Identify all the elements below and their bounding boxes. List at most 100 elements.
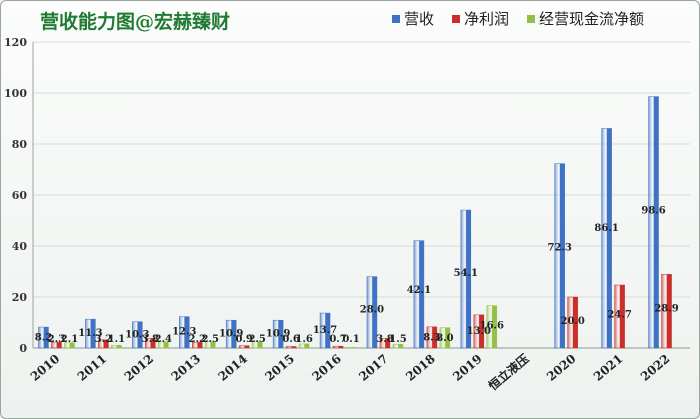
data-label: 16.6	[480, 321, 504, 332]
y-tick-label: 0	[19, 342, 27, 355]
bar-revenue	[225, 319, 237, 349]
data-label: 13.0	[467, 326, 491, 337]
grid	[33, 41, 690, 349]
x-tick-label: 2022	[638, 352, 673, 384]
data-label: 1.6	[295, 334, 312, 345]
legend-label: 经营现金流净额	[539, 10, 644, 28]
legend-label: 净利润	[464, 10, 509, 28]
data-label: 72.3	[547, 243, 571, 254]
y-tick-label: 20	[12, 291, 28, 304]
legend: 营收 净利润 经营现金流净额	[392, 10, 644, 28]
data-label: 8.2	[35, 332, 52, 343]
x-tick-label: 2020	[544, 352, 579, 384]
data-label: 1.1	[108, 334, 125, 345]
x-tick-label: 2021	[591, 352, 626, 384]
data-label: 3.8	[142, 334, 159, 345]
bar-cash-flow	[439, 327, 451, 349]
data-label: 3.2	[95, 334, 112, 345]
x-tick-label: 2015	[262, 352, 297, 384]
bar-revenue	[648, 96, 659, 349]
legend-label: 营收	[404, 10, 434, 28]
data-labels: 8.22.32.111.33.21.1 10.33.82.412.32.22.5 1…	[35, 206, 679, 345]
x-axis: 2010 2011 2012 2013 2014 2015 2016 2017 2018 2019…	[28, 351, 673, 393]
bar-cash-flow	[111, 344, 122, 349]
bar-cash-flow	[298, 343, 310, 349]
bar-net-profit	[426, 326, 438, 349]
x-tick-label: 2013	[169, 352, 204, 384]
y-tick-label: 80	[12, 138, 28, 151]
bar-cash-flow	[486, 305, 498, 349]
data-label: 3.8	[376, 334, 393, 345]
x-tick-label: 2017	[356, 352, 391, 384]
data-label: 86.1	[594, 223, 618, 234]
bar-net-profit	[567, 296, 578, 349]
data-label: 0.1	[342, 334, 359, 345]
y-tick-label: 120	[4, 36, 27, 49]
data-label: 12.3	[172, 327, 196, 338]
bar-net-profit	[145, 338, 156, 349]
data-label: 10.3	[125, 330, 149, 341]
x-tick-label: 2010	[28, 352, 63, 384]
bar-revenue	[85, 318, 96, 349]
data-label: 28.9	[654, 303, 678, 314]
bar-net-profit	[473, 314, 485, 349]
bars	[38, 96, 672, 349]
x-tick-label: 2016	[309, 352, 344, 384]
x-tick-label: 2012	[122, 352, 157, 384]
bar-net-profit	[51, 341, 62, 349]
bar-net-profit	[285, 346, 297, 349]
chart-title: 营收能力图@宏赫臻财	[40, 10, 230, 33]
y-tick-label: 40	[12, 240, 28, 253]
legend-swatch	[527, 15, 535, 23]
data-label: 28.0	[360, 305, 384, 316]
bar-revenue	[132, 321, 143, 349]
x-tick-label: 2014	[216, 352, 251, 384]
data-label: 1.5	[389, 334, 406, 345]
data-label: 98.6	[641, 206, 665, 217]
bar-revenue	[366, 276, 378, 349]
bar-cash-flow	[158, 341, 169, 349]
bar-net-profit	[661, 274, 672, 349]
data-label: 42.1	[407, 285, 431, 296]
bar-cash-flow	[392, 343, 404, 349]
data-label: 54.1	[454, 268, 478, 279]
x-tick-label: 2019	[450, 352, 485, 384]
x-tick-label: 2018	[403, 352, 438, 384]
data-label: 10.9	[219, 329, 243, 340]
bar-net-profit	[332, 345, 344, 349]
bar-cash-flow	[345, 347, 357, 349]
bar-net-profit	[379, 338, 391, 349]
data-label: 2.3	[48, 334, 65, 345]
data-label: 2.5	[202, 334, 219, 345]
bar-cash-flow	[64, 342, 75, 349]
data-label: 8.3	[423, 332, 440, 343]
bar-net-profit	[98, 339, 109, 349]
data-label: 0.6	[282, 334, 299, 345]
data-label: 20.0	[560, 316, 584, 327]
data-label: 2.1	[61, 334, 78, 345]
bar-revenue	[272, 319, 284, 349]
bar-revenue	[38, 326, 49, 349]
data-label: 8.0	[436, 333, 453, 344]
bar-net-profit	[238, 345, 250, 349]
bar-cash-flow	[251, 341, 263, 349]
data-label: 24.7	[607, 309, 631, 320]
bar-revenue	[319, 312, 331, 349]
x-tick-label: 2011	[75, 352, 110, 384]
data-label: 0.9	[235, 334, 252, 345]
bar-revenue	[413, 240, 425, 349]
data-label: 2.5	[248, 334, 265, 345]
bar-net-profit	[192, 342, 203, 349]
bar-net-profit	[614, 284, 625, 349]
y-tick-label: 60	[12, 189, 28, 202]
data-label: 0.7	[329, 334, 346, 345]
legend-swatch	[452, 15, 460, 23]
data-label: 13.7	[313, 325, 337, 336]
data-label: 11.3	[78, 328, 102, 339]
data-label: 2.2	[189, 334, 206, 345]
x-tick-label: 恒立液压	[485, 351, 531, 393]
bar-revenue	[601, 128, 612, 349]
legend-swatch	[392, 15, 400, 23]
